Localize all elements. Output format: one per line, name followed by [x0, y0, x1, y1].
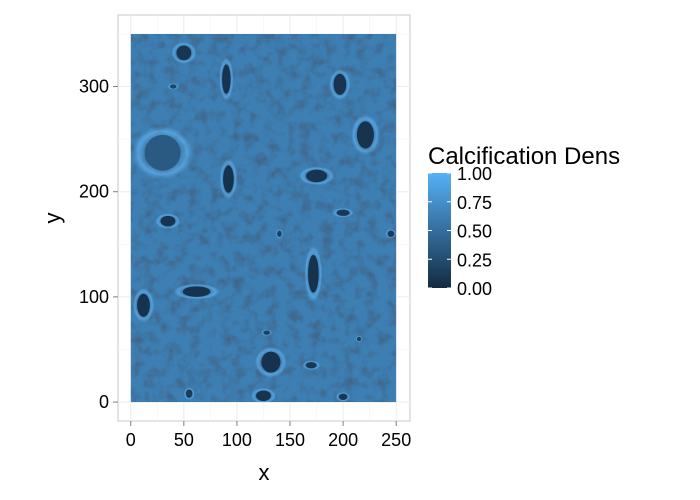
x-tick-label: 250: [381, 430, 411, 450]
low-density-regions: [131, 41, 397, 403]
legend-colorbar: [428, 173, 451, 288]
legend-break-label: 0.00: [457, 279, 492, 299]
low-density-region: [261, 351, 281, 373]
legend-break-label: 0.50: [457, 222, 492, 242]
low-density-region: [256, 390, 271, 402]
y-tick-label: 100: [79, 287, 109, 307]
x-tick-label: 200: [328, 430, 358, 450]
y-axis-title: y: [40, 213, 65, 224]
low-density-region: [160, 215, 176, 227]
x-tick-label: 50: [174, 430, 194, 450]
x-tick-label: 0: [126, 430, 136, 450]
low-density-region: [356, 336, 362, 342]
low-density-region: [223, 165, 234, 193]
low-density-region: [338, 393, 348, 400]
low-density-region: [305, 362, 317, 369]
legend-break-label: 1.00: [457, 164, 492, 184]
low-density-region: [308, 254, 319, 293]
low-density-region: [222, 64, 231, 94]
legend-break-label: 0.25: [457, 250, 492, 270]
low-density-region: [336, 209, 350, 216]
y-tick-label: 300: [79, 77, 109, 97]
x-tick-label: 150: [275, 430, 305, 450]
y-tick-label: 200: [79, 182, 109, 202]
low-density-region: [277, 230, 282, 237]
low-density-region: [387, 230, 395, 237]
legend-title: Calcification Dens: [428, 143, 620, 170]
low-density-region: [137, 293, 150, 317]
x-tick-label: 100: [222, 430, 252, 450]
low-density-region: [176, 45, 192, 61]
low-density-region: [182, 286, 211, 297]
y-axis-ticks: 0 100 200 300: [79, 77, 118, 412]
legend-breaks: 1.00 0.75 0.50 0.25 0.00: [428, 164, 492, 299]
x-axis-title: x: [259, 460, 270, 485]
low-density-region: [263, 330, 270, 335]
low-density-region: [170, 84, 177, 89]
x-axis-ticks: 0 50 100 150 200 250: [126, 421, 411, 450]
y-tick-label: 0: [99, 392, 109, 412]
low-density-region: [185, 389, 193, 398]
low-density-region: [305, 169, 328, 183]
legend-break-label: 0.75: [457, 193, 492, 213]
low-density-region: [144, 134, 181, 171]
legend: Calcification Dens 1.00 0.75 0.50 0.25 0.00: [428, 143, 620, 299]
low-density-region: [356, 121, 374, 149]
low-density-region: [333, 73, 347, 95]
